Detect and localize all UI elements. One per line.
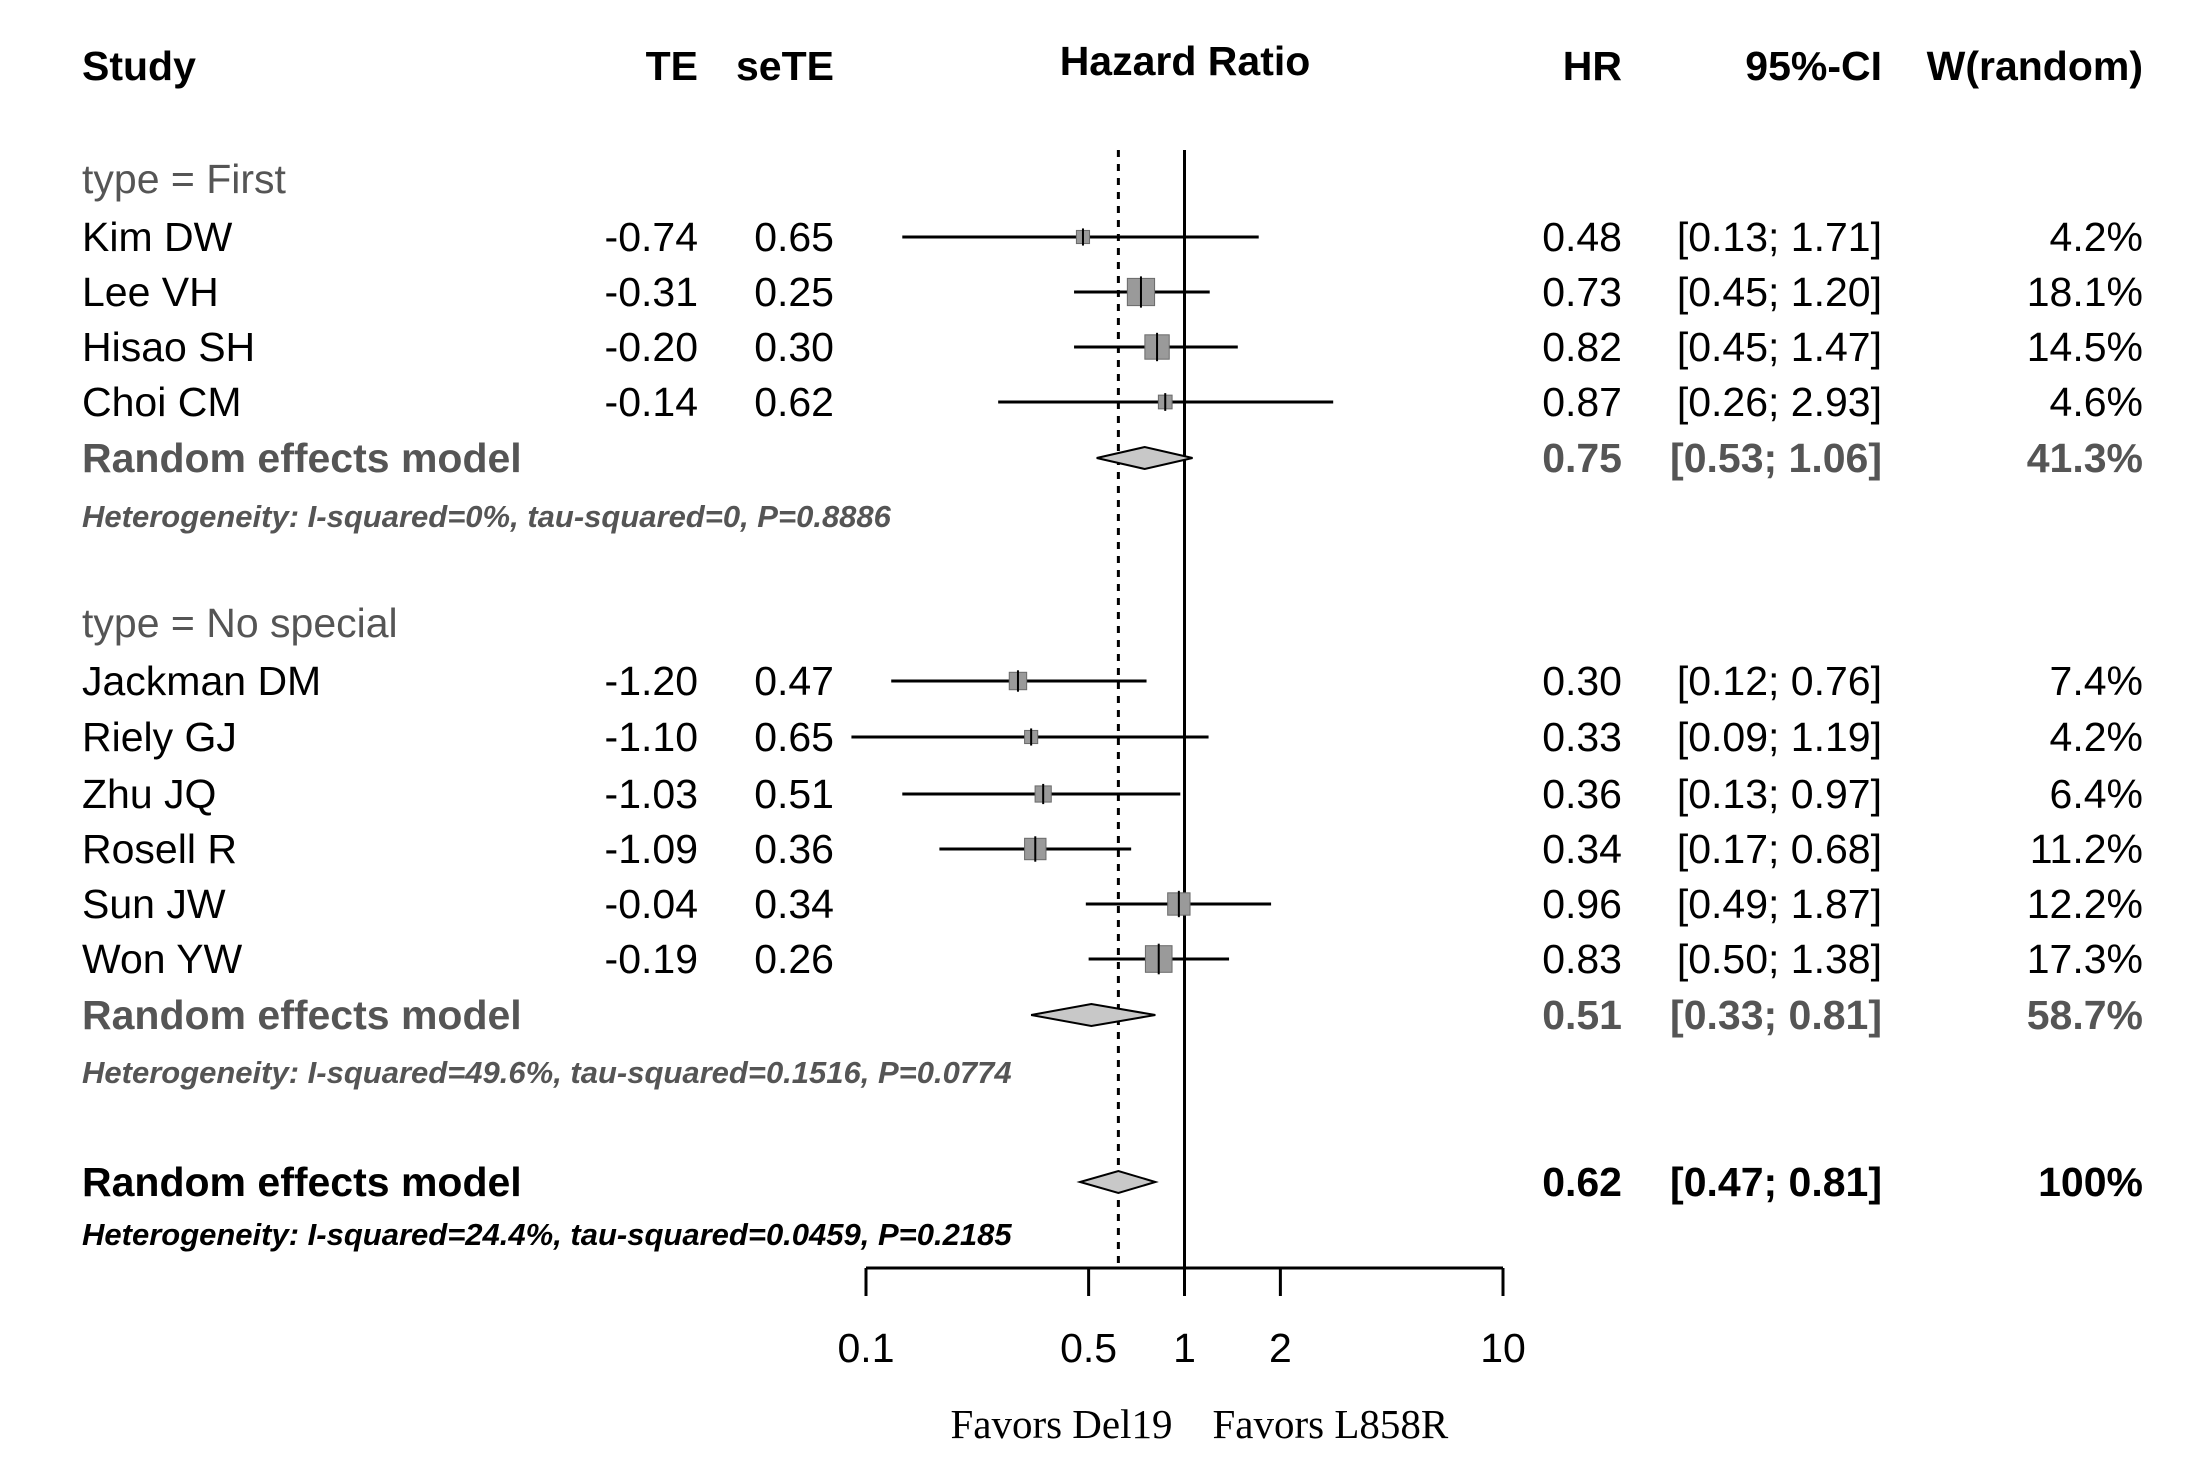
chart-title: Hazard Ratio (1060, 38, 1311, 84)
study-weight: 7.4% (2050, 658, 2143, 704)
overall-hr: 0.62 (1542, 1159, 1622, 1205)
subgroup-pooled-diamond (1096, 445, 1193, 471)
study-sete: 0.30 (754, 324, 834, 370)
study-hr: 0.87 (1542, 379, 1622, 425)
study-te: -0.74 (605, 214, 698, 260)
subgroup-pooled-ci: [0.33; 0.81] (1670, 992, 1882, 1038)
subgroup-label: type = No special (82, 600, 398, 646)
column-header-hr: HR (1563, 43, 1622, 89)
subgroup-pooled-ci: [0.53; 1.06] (1670, 435, 1882, 481)
study-sete: 0.26 (754, 936, 834, 982)
study-te: -0.31 (605, 269, 698, 315)
overall-weight: 100% (2038, 1159, 2143, 1205)
study-name: Zhu JQ (82, 771, 216, 817)
column-header-sete: seTE (736, 43, 834, 89)
overall-pooled-label: Random effects model (82, 1159, 522, 1205)
study-te: -0.20 (605, 324, 698, 370)
study-sete: 0.47 (754, 658, 834, 704)
study-ci: [0.45; 1.20] (1677, 269, 1882, 315)
study-ci: [0.26; 2.93] (1677, 379, 1882, 425)
x-axis-tick-label: 2 (1269, 1325, 1292, 1371)
study-weight: 4.2% (2050, 214, 2143, 260)
study-te: -1.09 (605, 826, 698, 872)
study-name: Sun JW (82, 881, 226, 927)
study-weight: 17.3% (2027, 936, 2143, 982)
column-header-te: TE (646, 43, 698, 89)
subgroup-label: type = First (82, 156, 287, 202)
study-hr: 0.30 (1542, 658, 1622, 704)
study-weight: 18.1% (2027, 269, 2143, 315)
study-sete: 0.65 (754, 214, 834, 260)
study-sete: 0.36 (754, 826, 834, 872)
x-axis-tick-label: 10 (1480, 1325, 1526, 1371)
study-weight: 14.5% (2027, 324, 2143, 370)
study-hr: 0.73 (1542, 269, 1622, 315)
study-sete: 0.34 (754, 881, 834, 927)
overall-heterogeneity: Heterogeneity: I-squared=24.4%, tau-squa… (82, 1217, 1012, 1252)
study-ci: [0.50; 1.38] (1677, 936, 1882, 982)
study-name: Kim DW (82, 214, 233, 260)
subgroup-pooled-weight: 41.3% (2027, 435, 2143, 481)
study-sete: 0.25 (754, 269, 834, 315)
study-ci: [0.17; 0.68] (1677, 826, 1882, 872)
study-ci: [0.13; 1.71] (1677, 214, 1882, 260)
study-ci: [0.12; 0.76] (1677, 658, 1882, 704)
study-weight: 6.4% (2050, 771, 2143, 817)
subgroup-pooled-hr: 0.75 (1542, 435, 1622, 481)
overall-ci: [0.47; 0.81] (1670, 1159, 1882, 1205)
study-weight: 11.2% (2030, 826, 2143, 872)
study-hr: 0.36 (1542, 771, 1622, 817)
subgroup-heterogeneity: Heterogeneity: I-squared=49.6%, tau-squa… (82, 1055, 1012, 1090)
study-name: Lee VH (82, 269, 219, 315)
study-ci: [0.09; 1.19] (1677, 714, 1882, 760)
study-name: Rosell R (82, 826, 237, 872)
study-hr: 0.96 (1542, 881, 1622, 927)
column-header-study: Study (82, 43, 196, 89)
study-ci: [0.49; 1.87] (1677, 881, 1882, 927)
x-axis-tick-label: 0.5 (1060, 1325, 1117, 1371)
x-axis-tick-label: 0.1 (838, 1325, 895, 1371)
study-ci: [0.45; 1.47] (1677, 324, 1882, 370)
study-ci: [0.13; 0.97] (1677, 771, 1882, 817)
favors-left-label: Favors Del19 (950, 1401, 1172, 1447)
subgroup-pooled-weight: 58.7% (2027, 992, 2143, 1038)
column-header-ci: 95%-CI (1745, 43, 1882, 89)
study-hr: 0.48 (1542, 214, 1622, 260)
study-te: -1.10 (605, 714, 698, 760)
study-te: -0.19 (605, 936, 698, 982)
study-sete: 0.51 (754, 771, 834, 817)
overall-pooled-diamond (1076, 1169, 1159, 1195)
study-sete: 0.65 (754, 714, 834, 760)
subgroup-pooled-diamond (1030, 1002, 1156, 1028)
study-sete: 0.62 (754, 379, 834, 425)
study-name: Choi CM (82, 379, 241, 425)
study-weight: 4.2% (2050, 714, 2143, 760)
study-te: -1.03 (605, 771, 698, 817)
study-te: -0.04 (605, 881, 698, 927)
study-hr: 0.33 (1542, 714, 1622, 760)
study-te: -0.14 (605, 379, 698, 425)
study-name: Riely GJ (82, 714, 237, 760)
study-hr: 0.34 (1542, 826, 1622, 872)
study-weight: 12.2% (2027, 881, 2143, 927)
subgroup-pooled-hr: 0.51 (1542, 992, 1622, 1038)
study-weight: 4.6% (2050, 379, 2143, 425)
column-header-weight: W(random) (1927, 43, 2143, 89)
x-axis-tick-label: 1 (1173, 1325, 1196, 1371)
study-name: Hisao SH (82, 324, 255, 370)
subgroup-pooled-label: Random effects model (82, 992, 522, 1038)
study-te: -1.20 (605, 658, 698, 704)
favors-right-label: Favors L858R (1213, 1401, 1449, 1447)
subgroup-pooled-label: Random effects model (82, 435, 522, 481)
study-name: Won YW (82, 936, 243, 982)
study-hr: 0.82 (1542, 324, 1622, 370)
study-hr: 0.83 (1542, 936, 1622, 982)
subgroup-heterogeneity: Heterogeneity: I-squared=0%, tau-squared… (82, 499, 892, 534)
study-name: Jackman DM (82, 658, 321, 704)
